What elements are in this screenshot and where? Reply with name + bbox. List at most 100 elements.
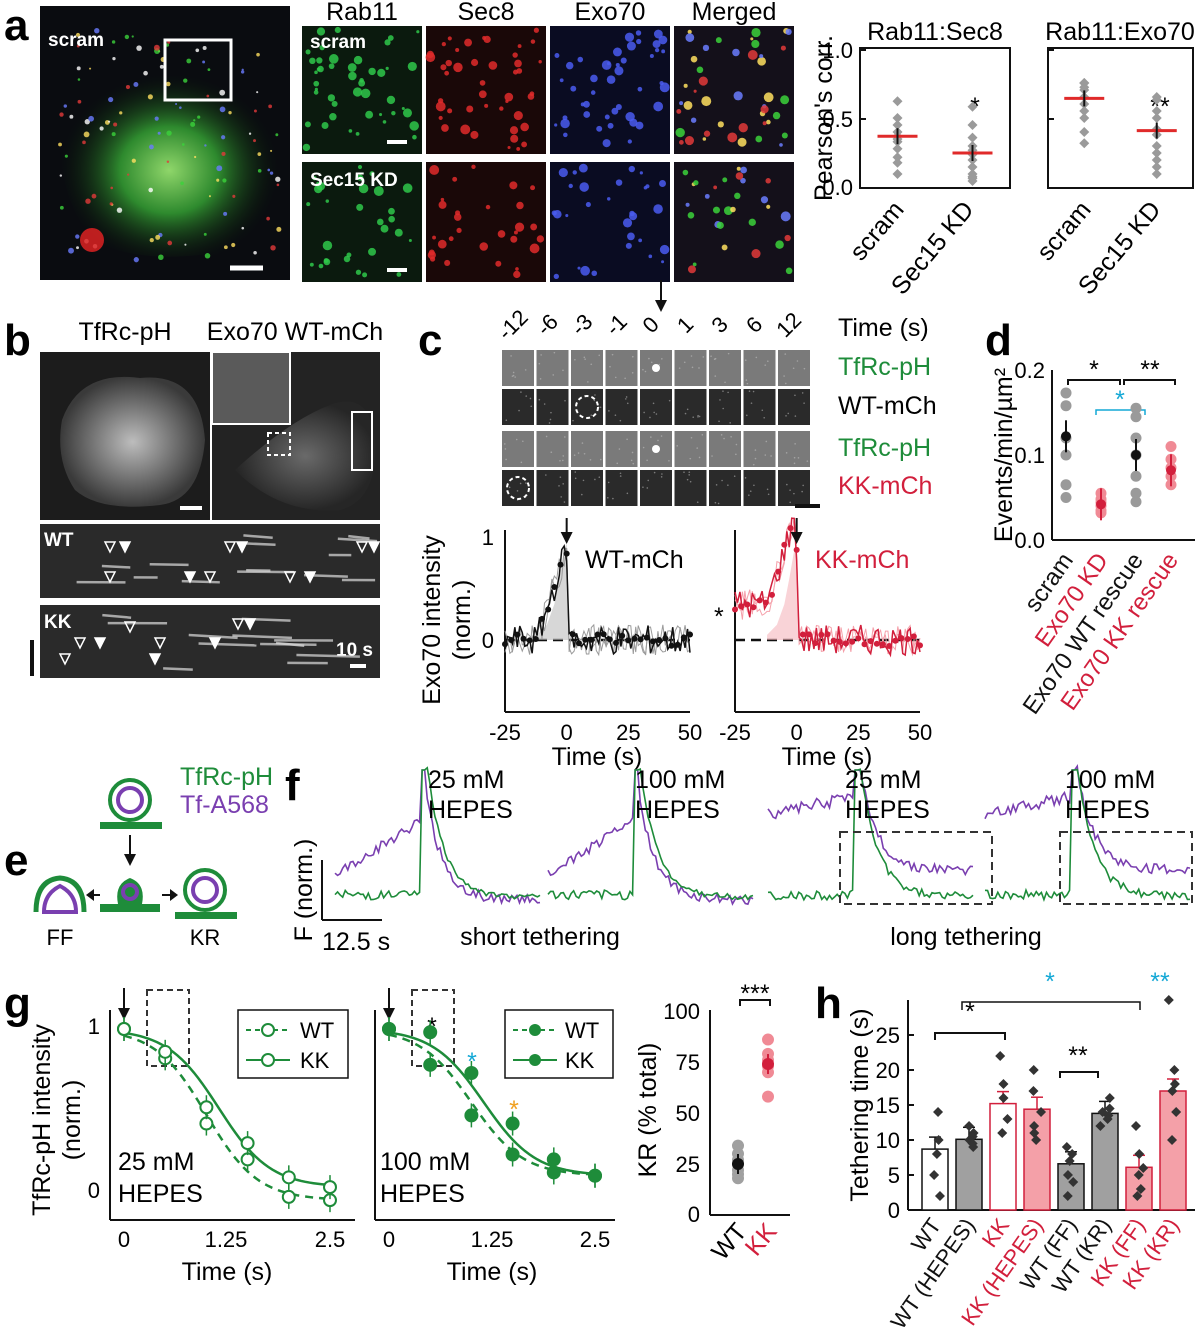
tile-dot [455, 210, 461, 216]
speckle [208, 195, 211, 198]
sig-h4: ** [1150, 968, 1170, 996]
tile-dot [302, 143, 311, 152]
ylabel-events: Events/min/µm² [990, 368, 1018, 542]
tile-dot [368, 247, 377, 256]
sig-g3: * [509, 1096, 519, 1124]
speckle [143, 70, 148, 76]
data-point [967, 162, 978, 172]
trace-tfrc-ph [334, 766, 541, 901]
tile-dot [740, 166, 747, 174]
tile-dot [313, 80, 320, 87]
curve-kk [123, 1031, 331, 1187]
noise-dot [660, 435, 663, 437]
c-tile [743, 389, 776, 425]
trace-point [738, 603, 745, 610]
trace-tfrc-ph [547, 767, 754, 901]
kymographs: WT KK 10 s [30, 524, 381, 678]
tile-dot [513, 270, 521, 279]
trace-point [539, 615, 545, 622]
tile-dot [533, 27, 540, 33]
data-point [1130, 470, 1142, 482]
speckle [206, 94, 210, 98]
speckle [276, 183, 280, 187]
tile-dot [497, 230, 506, 238]
cond-g2b: HEPES [380, 1180, 465, 1208]
noise-dot [794, 394, 796, 397]
data-point [1095, 1121, 1106, 1131]
title-exo70-wt: Exo70 WT-mCh [207, 318, 383, 346]
speckle [113, 122, 118, 127]
noise-dot [668, 460, 670, 462]
xcat-scram-a1: scram [844, 196, 909, 266]
data-point [1028, 1065, 1039, 1075]
zoom-tile [302, 162, 422, 282]
tile-dot [712, 206, 720, 214]
tile-dot [766, 204, 771, 209]
noise-dot [697, 416, 699, 418]
ytick-c1: 1 [482, 525, 494, 550]
noise-dot [505, 458, 507, 461]
speckle [59, 174, 63, 177]
data-point [1151, 113, 1162, 123]
data-point [1167, 1086, 1178, 1096]
data-point [892, 169, 903, 179]
tile-dot [368, 67, 376, 76]
data-point [1167, 1135, 1178, 1145]
data-point [505, 1147, 520, 1162]
noise-dot [803, 402, 805, 404]
tile-dot [579, 182, 589, 192]
zoom-tile [426, 162, 546, 282]
noise-dot [658, 363, 661, 366]
noise-dot [560, 496, 562, 498]
tile-dot [762, 121, 767, 126]
trace-point [917, 642, 923, 649]
speckle [116, 207, 123, 213]
tile-dot [513, 230, 518, 235]
noise-dot [514, 376, 516, 378]
noise-dot [755, 356, 758, 359]
data-point [1079, 106, 1090, 116]
time-label: -1 [600, 309, 632, 341]
noise-dot [727, 484, 729, 486]
noise-dot [698, 456, 701, 459]
noise-dot [803, 367, 806, 370]
tile-dot [530, 223, 538, 231]
noise-dot [518, 409, 520, 412]
tile-dot [509, 181, 518, 190]
tile-dot [438, 200, 447, 209]
cond-f3a: 25 mM [845, 766, 921, 794]
tile-dot [653, 101, 664, 112]
speckle [124, 34, 130, 40]
image-tfrc-ph [40, 352, 210, 520]
speckle [275, 133, 279, 137]
c-tile [674, 389, 707, 425]
noise-dot [577, 452, 580, 454]
noise-dot [801, 392, 804, 394]
trace-tfrc-ph [767, 768, 974, 902]
data-point [1079, 85, 1090, 95]
trace-point [619, 632, 626, 639]
speckle [204, 253, 211, 259]
noise-dot [718, 420, 720, 423]
trace-point [674, 641, 681, 648]
noise-dot [550, 451, 553, 453]
mean-point [1166, 465, 1176, 476]
ytick-d0: 0.0 [1014, 528, 1045, 553]
tile-dot [402, 108, 413, 118]
trace-point [756, 597, 763, 604]
noise-dot [735, 443, 738, 446]
speckle [108, 96, 114, 103]
tile-dot [435, 101, 446, 112]
xtick-g1-2: 2.5 [315, 1227, 346, 1252]
tile-dot [727, 132, 738, 143]
panel-label-d: d [985, 316, 1012, 365]
data-point [281, 1189, 296, 1204]
speckle [131, 158, 136, 163]
data-point [1068, 1177, 1079, 1187]
noise-dot [690, 355, 693, 357]
flash-spot [652, 445, 660, 453]
noise-dot [792, 367, 795, 370]
noise-dot [657, 439, 659, 442]
speckle [204, 144, 207, 147]
speckle [85, 198, 91, 204]
